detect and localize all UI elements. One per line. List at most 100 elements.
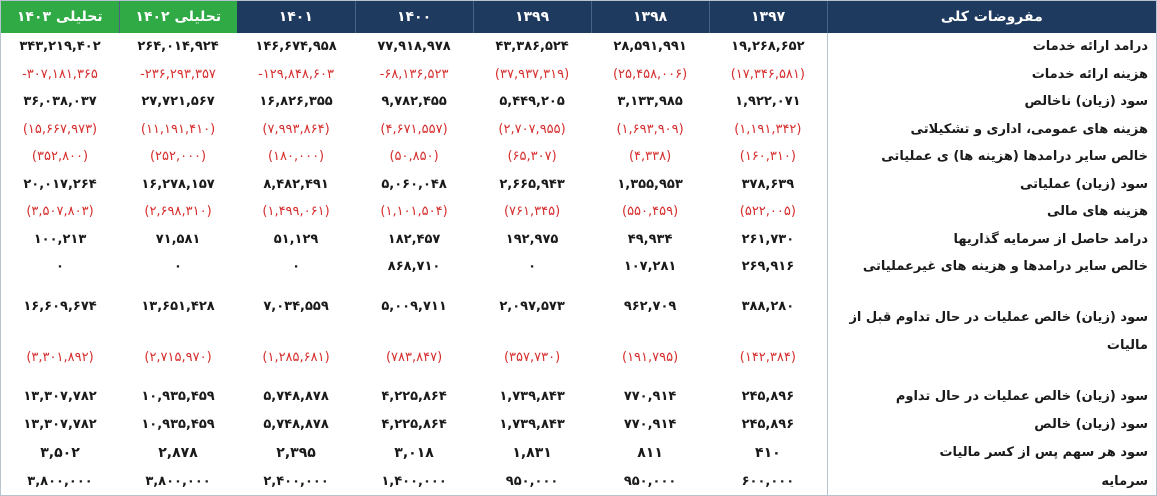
cell-1402: (۲,۶۹۸,۳۱۰) <box>144 204 212 220</box>
cell-1399: ۹۵۰,۰۰۰ <box>505 473 559 489</box>
cell-1403: (۳۵۲,۸۰۰) <box>31 149 89 165</box>
row-label: سود هر سهم پس از کسر مالیات <box>826 438 1156 468</box>
cell-1399: ۱,۸۳۱ <box>512 444 552 461</box>
cell-1399: ۱,۷۳۹,۸۴۳ <box>499 416 565 432</box>
cell-1399: ۲,۰۹۷,۵۷۳ <box>499 298 565 314</box>
cell-1398: (۵۵۰,۴۵۹) <box>622 204 679 220</box>
cell-1403: ۱۶,۶۰۹,۶۷۴ <box>23 298 97 314</box>
row-label: خالص سایر درامدها و هزینه های غیرعملیاتی <box>826 253 1156 281</box>
cell-1398: ۷۷۰,۹۱۴ <box>623 416 677 432</box>
table-row-operating-profit: ۲۰,۰۱۷,۲۶۴ ۱۶,۲۷۸,۱۵۷ ۸,۴۸۲,۴۹۱ ۵,۰۶۰,۰۴… <box>1 170 1156 198</box>
cell-1400: ۱۸۲,۴۵۷ <box>387 231 441 247</box>
header-label-column: مفروضات کلی <box>827 1 1156 33</box>
cell-1397: (۱۷,۳۴۶,۵۸۱) <box>730 66 805 82</box>
cell-1399: (۲,۷۰۷,۹۵۵) <box>498 121 566 137</box>
cell-1398: ۳,۱۳۳,۹۸۵ <box>617 94 683 110</box>
table-row-admin-expenses: (۱۵,۶۶۷,۹۷۳) (۱۱,۱۹۱,۴۱۰) (۷,۹۹۳,۸۶۴) (۴… <box>1 115 1156 143</box>
row-label: سود (زیان) ناخالص <box>826 88 1156 116</box>
cell-1403: ۳,۸۰۰,۰۰۰ <box>27 473 93 489</box>
cell-1401: ۲,۳۹۵ <box>276 444 316 461</box>
cell-1399: (۷۶۱,۳۴۵) <box>503 204 561 220</box>
cell-1398: ۷۷۰,۹۱۴ <box>623 389 677 405</box>
cell-1401: (۷,۹۹۳,۸۶۴) <box>262 121 330 137</box>
cell-1397: ۳۷۸,۶۳۹ <box>741 176 795 192</box>
cell-1403: ۲۰,۰۱۷,۲۶۴ <box>23 176 97 192</box>
table-row-eps: ۳,۵۰۲ ۲,۸۷۸ ۲,۳۹۵ ۳,۰۱۸ ۱,۸۳۱ ۸۱۱ ۴۱۰ سو… <box>1 438 1156 468</box>
cell-1403: (۱۵,۶۶۷,۹۷۳) <box>22 121 98 137</box>
cell-1397: ۲۶۹,۹۱۶ <box>741 259 795 275</box>
cell-1398: (۲۵,۴۵۸,۰۰۶) <box>612 66 688 82</box>
cell-1400: (۵۰,۸۵۰) <box>389 149 439 165</box>
table-row-other-non-operating: ۰ ۰ ۰ ۸۶۸,۷۱۰ ۰ ۱۰۷,۲۸۱ ۲۶۹,۹۱۶ خالص سای… <box>1 253 1156 281</box>
cell-1403: (۳,۳۰۱,۸۹۲) <box>26 349 94 365</box>
header-row: تحلیلی ۱۴۰۳ تحلیلی ۱۴۰۲ ۱۴۰۱ ۱۴۰۰ ۱۳۹۹ ۱… <box>1 1 1156 33</box>
cell-1403: ۳۴۳,۲۱۹,۴۰۲ <box>19 39 101 55</box>
row-label: سود (زیان) خالص عملیات در حال تداوم <box>826 383 1156 411</box>
table-row-other-operating: (۳۵۲,۸۰۰) (۲۵۲,۰۰۰) (۱۸۰,۰۰۰) (۵۰,۸۵۰) (… <box>1 143 1156 171</box>
cell-1400: ۴,۲۲۵,۸۶۴ <box>381 389 447 405</box>
cell-1400: ۵,۰۶۰,۰۴۸ <box>381 176 447 192</box>
cell-1397: ۴۱۰ <box>755 444 781 461</box>
cell-1398: ۲۸,۵۹۱,۹۹۱ <box>613 39 687 55</box>
row-label: درامد ارائه خدمات <box>826 33 1156 61</box>
cell-1401: -۱۲۹,۸۴۸,۶۰۳ <box>258 66 334 82</box>
cell-1403: ۱۰۰,۲۱۳ <box>33 231 87 247</box>
table-row-continuing-profit: ۱۳,۳۰۷,۷۸۲ ۱۰,۹۳۵,۴۵۹ ۵,۷۴۸,۸۷۸ ۴,۲۲۵,۸۶… <box>1 383 1156 411</box>
cell-1398: (۴,۳۳۸) <box>628 149 672 165</box>
cell-1397: ۲۶۱,۷۳۰ <box>741 231 795 247</box>
cell-1402: ۲۷,۷۲۱,۵۶۷ <box>141 94 215 110</box>
cell-1402: (۲۵۲,۰۰۰) <box>149 149 207 165</box>
cell-1398: ۱,۳۵۵,۹۵۳ <box>617 176 683 192</box>
cell-1401: ۱۶,۸۲۶,۳۵۵ <box>259 94 333 110</box>
cell-1402: ۱۶,۲۷۸,۱۵۷ <box>141 176 215 192</box>
cell-1400: ۹,۷۸۲,۴۵۵ <box>381 94 447 110</box>
cell-1398: ۱۰۷,۲۸۱ <box>623 259 677 275</box>
cell-1400: ۷۷,۹۱۸,۹۷۸ <box>377 39 451 55</box>
cell-1402: ۲۶۴,۰۱۴,۹۲۴ <box>137 39 219 55</box>
cell-1401: ۷,۰۳۴,۵۵۹ <box>263 298 329 314</box>
cell-1401: (۱۸۰,۰۰۰) <box>267 149 325 165</box>
cell-1397: (۱۴۲,۳۸۴) <box>739 349 796 365</box>
cell-1398: ۸۱۱ <box>637 444 663 461</box>
cell-1397: (۱,۱۹۱,۳۴۲) <box>734 121 802 137</box>
cell-1398: ۹۵۰,۰۰۰ <box>623 473 677 489</box>
cell-1400: (۷۸۳,۸۴۷) <box>385 349 443 365</box>
cell-1400: (۴,۶۷۱,۵۵۷) <box>380 121 448 137</box>
cell-1397: (۵۲۲,۰۰۵) <box>739 204 796 220</box>
row-label: هزینه های عمومی، اداری و تشکیلاتی <box>826 115 1156 143</box>
cell-1402: ۷۱,۵۸۱ <box>155 231 201 247</box>
cell-1397: ۳۸۸,۲۸۰ <box>741 298 795 314</box>
cell-1401: ۵,۷۴۸,۸۷۸ <box>263 389 329 405</box>
cell-1401: ۱۴۶,۶۷۴,۹۵۸ <box>255 39 337 55</box>
cell-1397: (۱۶۰,۳۱۰) <box>739 149 796 165</box>
cell-1399: ۱,۷۳۹,۸۴۳ <box>499 389 565 405</box>
table-row-pretax-profit: ۱۶,۶۰۹,۶۷۴ ۱۳,۶۵۱,۴۲۸ ۷,۰۳۴,۵۵۹ ۵,۰۰۹,۷۱… <box>1 280 1156 384</box>
cell-1400: (۱,۱۰۱,۵۰۴) <box>380 204 448 220</box>
cell-1397: ۱,۹۲۲,۰۷۱ <box>735 94 801 110</box>
row-label: درامد حاصل از سرمایه گذاریها <box>826 225 1156 253</box>
table-row-tax: (۳,۳۰۱,۸۹۲) (۲,۷۱۵,۹۷۰) (۱,۲۸۵,۶۸۱) (۷۸۳… <box>1 332 1156 383</box>
row-label: سود (زیان) خالص عملیات در حال تداوم قبل … <box>826 280 1156 384</box>
row-label: سرمایه <box>826 467 1156 495</box>
table-row-service-revenue: ۳۴۳,۲۱۹,۴۰۲ ۲۶۴,۰۱۴,۹۲۴ ۱۴۶,۶۷۴,۹۵۸ ۷۷,۹… <box>1 33 1156 61</box>
header-year-1401: ۱۴۰۱ <box>237 1 356 33</box>
cell-1397: ۲۴۵,۸۹۶ <box>741 416 795 432</box>
cell-1398: (۱,۶۹۳,۹۰۹) <box>616 121 684 137</box>
table-row-net-profit: ۱۳,۳۰۷,۷۸۲ ۱۰,۹۳۵,۴۵۹ ۵,۷۴۸,۸۷۸ ۴,۲۲۵,۸۶… <box>1 410 1156 439</box>
header-year-1402: تحلیلی ۱۴۰۲ <box>119 1 238 33</box>
cell-1401: ۰ <box>292 259 300 275</box>
cell-1402: ۱۰,۹۳۵,۴۵۹ <box>141 416 215 432</box>
cell-1399: ۵,۴۴۹,۲۰۵ <box>499 94 565 110</box>
cell-1403: ۳,۵۰۲ <box>40 444 80 461</box>
cell-1399: ۰ <box>528 259 537 275</box>
cell-1403: ۳۶,۰۳۸,۰۳۷ <box>23 94 97 110</box>
cell-1403: -۳۰۷,۱۸۱,۳۶۵ <box>22 66 98 82</box>
row-label: هزینه ارائه خدمات <box>826 60 1156 88</box>
cell-1401: ۵,۷۴۸,۸۷۸ <box>263 416 329 432</box>
table-row-financial-expenses: (۳,۵۰۷,۸۰۳) (۲,۶۹۸,۳۱۰) (۱,۴۹۹,۰۶۱) (۱,۱… <box>1 198 1156 226</box>
header-year-1399: ۱۳۹۹ <box>473 1 592 33</box>
cell-1403: ۱۳,۳۰۷,۷۸۲ <box>23 389 97 405</box>
cell-1398: ۹۶۲,۷۰۹ <box>623 298 677 314</box>
